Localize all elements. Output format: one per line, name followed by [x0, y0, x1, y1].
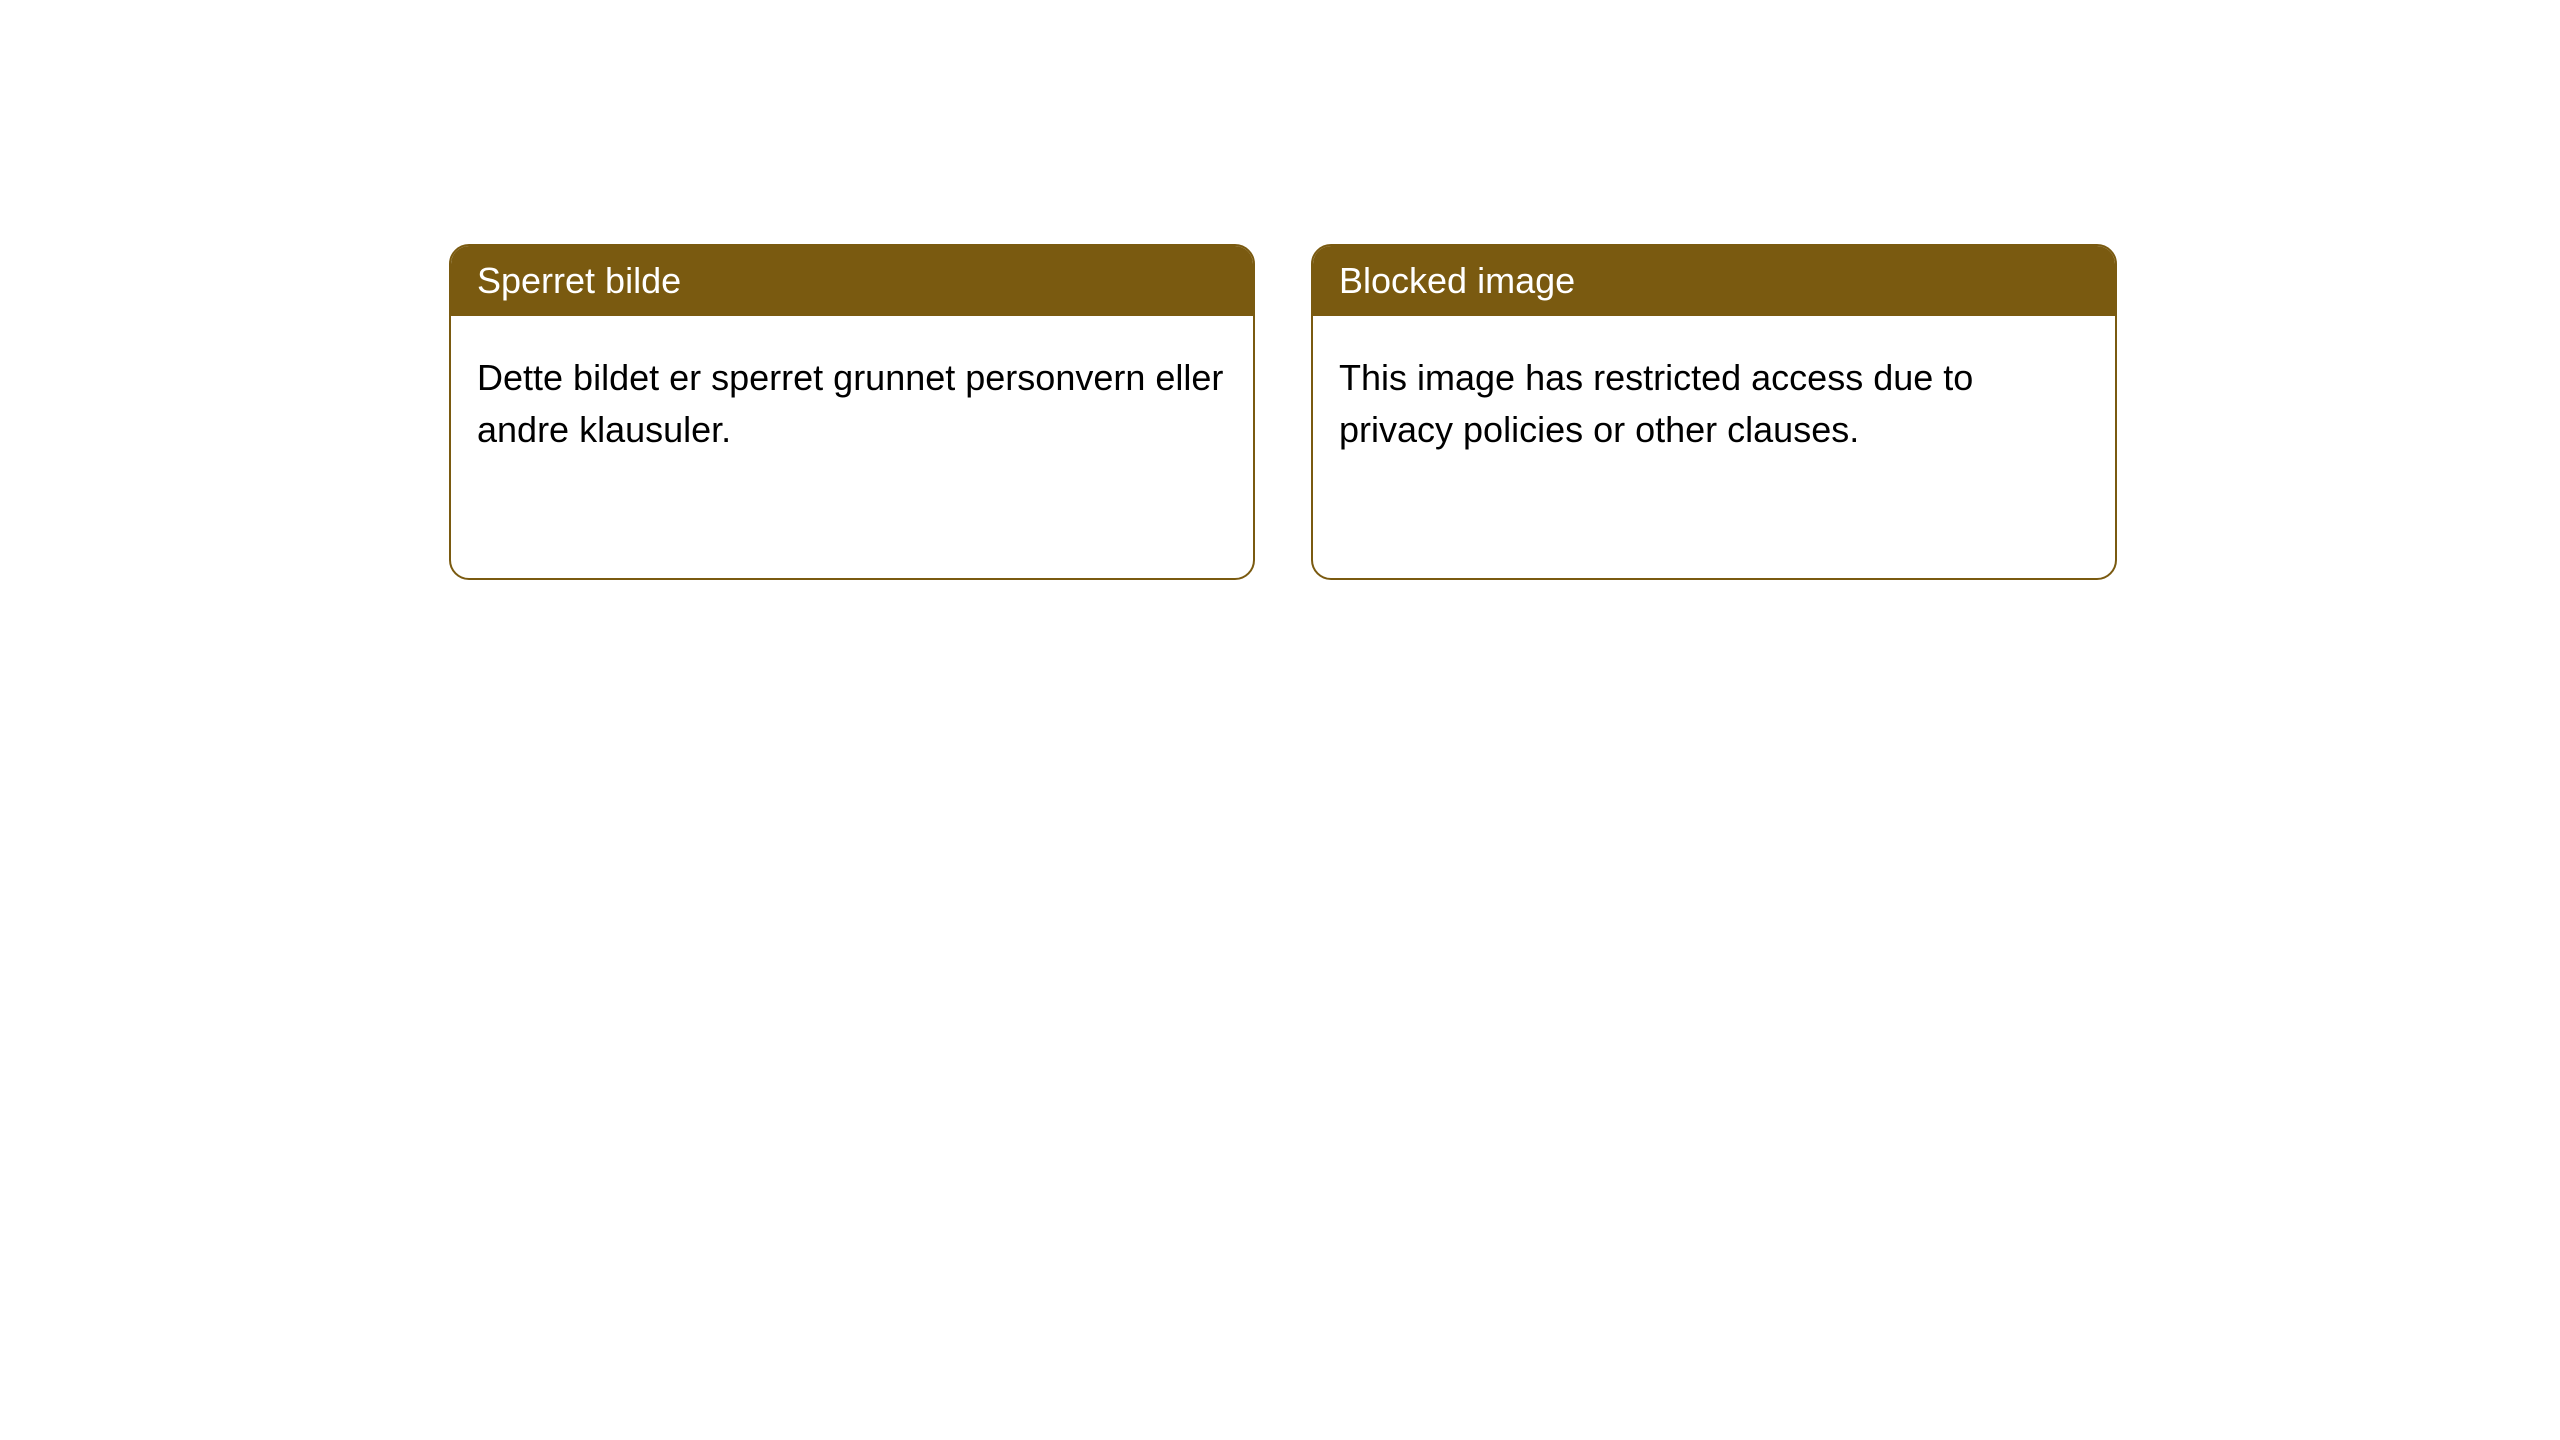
notice-card-body: Dette bildet er sperret grunnet personve… — [451, 316, 1253, 492]
notice-card-body: This image has restricted access due to … — [1313, 316, 2115, 492]
notice-card-title: Blocked image — [1313, 246, 2115, 316]
notice-card-en: Blocked image This image has restricted … — [1311, 244, 2117, 580]
notice-card-title: Sperret bilde — [451, 246, 1253, 316]
notice-container: Sperret bilde Dette bildet er sperret gr… — [0, 0, 2560, 580]
notice-card-no: Sperret bilde Dette bildet er sperret gr… — [449, 244, 1255, 580]
